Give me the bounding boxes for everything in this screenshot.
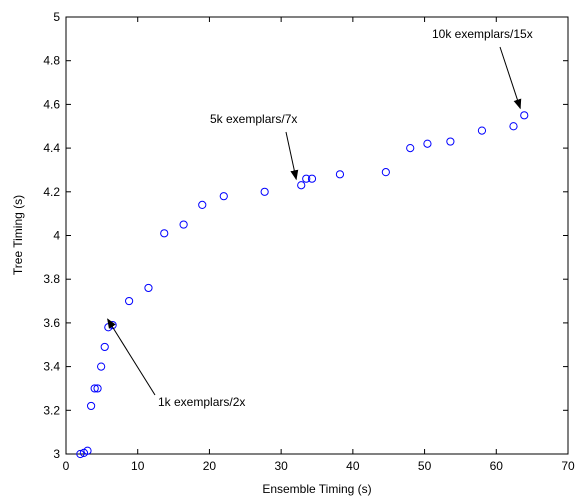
data-point-24 <box>446 137 455 146</box>
y-tick-label-5: 4 <box>53 229 60 243</box>
data-point-17 <box>297 181 306 190</box>
annotations: 1k exemplars/2x 5k exemplars/7x 10k exempl… <box>107 27 533 409</box>
y-tick-label-10: 5 <box>53 10 60 24</box>
x-tick-label-3: 30 <box>274 459 288 473</box>
data-point-11 <box>144 283 153 293</box>
annotation-label-1: 5k exemplars/7x <box>210 112 297 126</box>
y-tick-label-6: 4.2 <box>43 185 60 199</box>
annotation-label-0: 1k exemplars/2x <box>158 395 245 409</box>
y-tick-label-2: 3.4 <box>43 360 60 374</box>
y-axis-label: Tree Timing (s) <box>11 195 25 275</box>
annotation-label-2: 10k exemplars/15x <box>432 27 533 41</box>
data-point-20 <box>335 170 345 179</box>
annotation-arrow-0 <box>107 318 156 396</box>
y-tick-label-4: 3.8 <box>43 272 60 286</box>
x-tick-label-0: 0 <box>63 459 70 473</box>
x-axis-label: Ensemble Timing (s) <box>262 482 371 496</box>
tick-labels: 0 10 20 30 40 50 60 70 3 3.2 3.4 3.6 3.8 4 4.2 4.4 4.6 4.… <box>43 10 575 473</box>
y-tick-label-1: 3.2 <box>43 403 60 417</box>
data-point-25 <box>477 126 487 135</box>
data-point-26 <box>509 122 518 131</box>
data-point-12 <box>160 229 169 238</box>
x-tick-label-2: 20 <box>203 459 217 473</box>
data-point-19 <box>307 174 317 183</box>
y-tick-label-0: 3 <box>53 447 60 461</box>
axis-ticks <box>65 16 569 455</box>
data-point-14 <box>198 200 207 210</box>
plot-area <box>65 16 569 455</box>
data-point-16 <box>260 187 269 196</box>
annotation-arrow-2 <box>499 46 522 110</box>
x-tick-label-4: 40 <box>346 459 360 473</box>
x-tick-label-7: 70 <box>561 459 575 473</box>
data-point-10 <box>125 296 134 306</box>
data-point-3 <box>87 401 96 411</box>
data-point-18 <box>302 174 311 183</box>
x-tick-label-5: 50 <box>418 459 432 473</box>
annotation-arrow-1 <box>285 131 299 181</box>
y-tick-label-3: 3.6 <box>43 316 60 330</box>
data-point-13 <box>179 220 188 229</box>
data-point-2 <box>83 446 92 455</box>
data-point-21 <box>381 168 390 177</box>
data-point-15 <box>219 192 228 201</box>
data-point-7 <box>100 342 109 352</box>
x-tick-label-6: 60 <box>490 459 504 473</box>
data-point-5 <box>93 384 102 393</box>
data-point-4 <box>90 384 99 393</box>
data-point-0 <box>76 449 85 459</box>
data-point-22 <box>406 144 415 153</box>
y-tick-label-8: 4.6 <box>43 97 60 111</box>
y-tick-label-7: 4.4 <box>43 141 60 155</box>
x-tick-label-1: 10 <box>131 459 145 473</box>
data-point-27 <box>520 111 529 120</box>
data-point-6 <box>97 362 106 371</box>
y-tick-label-9: 4.8 <box>43 54 60 68</box>
data-points <box>76 111 529 459</box>
data-point-23 <box>423 139 432 148</box>
